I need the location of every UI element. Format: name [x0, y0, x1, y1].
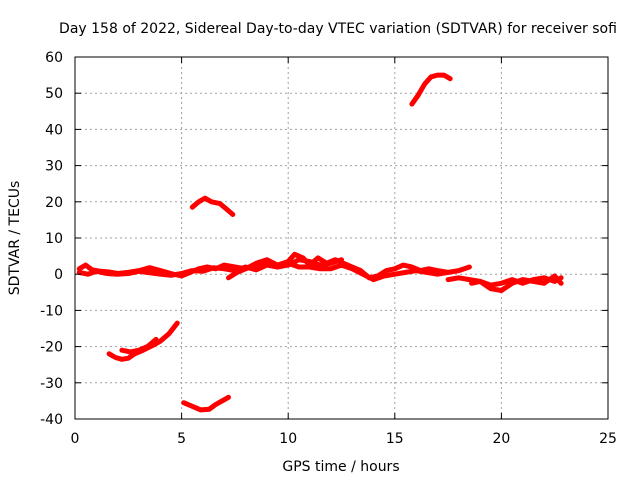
series-band-2 [76, 260, 451, 283]
series-arc-plus50 [409, 72, 453, 107]
y-tick-label: -30 [40, 376, 63, 392]
x-tick-label: 10 [279, 431, 297, 447]
x-tick-label: 0 [71, 431, 80, 447]
y-tick-label: -40 [40, 412, 63, 428]
y-tick-label: 30 [45, 159, 63, 175]
series-arc-low [106, 320, 180, 362]
y-tick-label: 20 [45, 195, 63, 211]
x-tick-label: 20 [492, 431, 510, 447]
x-tick-label: 15 [386, 431, 404, 447]
y-tick-label: 10 [45, 231, 63, 247]
series-layer [76, 72, 564, 413]
series-band-4 [445, 275, 564, 288]
y-tick-label: 60 [45, 50, 63, 66]
y-tick-label: 0 [54, 267, 63, 283]
series-band-5 [469, 273, 564, 293]
series-arc-low-2 [119, 336, 159, 355]
grid [75, 57, 608, 419]
x-tick-label: 25 [599, 431, 617, 447]
x-axis-label: GPS time / hours [282, 459, 399, 475]
y-axis-label: SDTVAR / TECUs [7, 181, 23, 296]
y-tick-label: -20 [40, 340, 63, 356]
y-tick-label: 50 [45, 86, 63, 102]
y-tick-label: -10 [40, 303, 63, 319]
series-arc-minus35 [181, 394, 231, 413]
ticks: 0 5 10 15 20 25 -40 -30 -20 -10 0 10 20 30 40 50 60 [40, 50, 617, 447]
series-band-3 [226, 257, 344, 281]
series-arc-plus20 [189, 195, 236, 217]
y-tick-label: 40 [45, 122, 63, 138]
x-tick-label: 5 [177, 431, 186, 447]
chart-title: Day 158 of 2022, Sidereal Day-to-day VTE… [59, 21, 617, 37]
